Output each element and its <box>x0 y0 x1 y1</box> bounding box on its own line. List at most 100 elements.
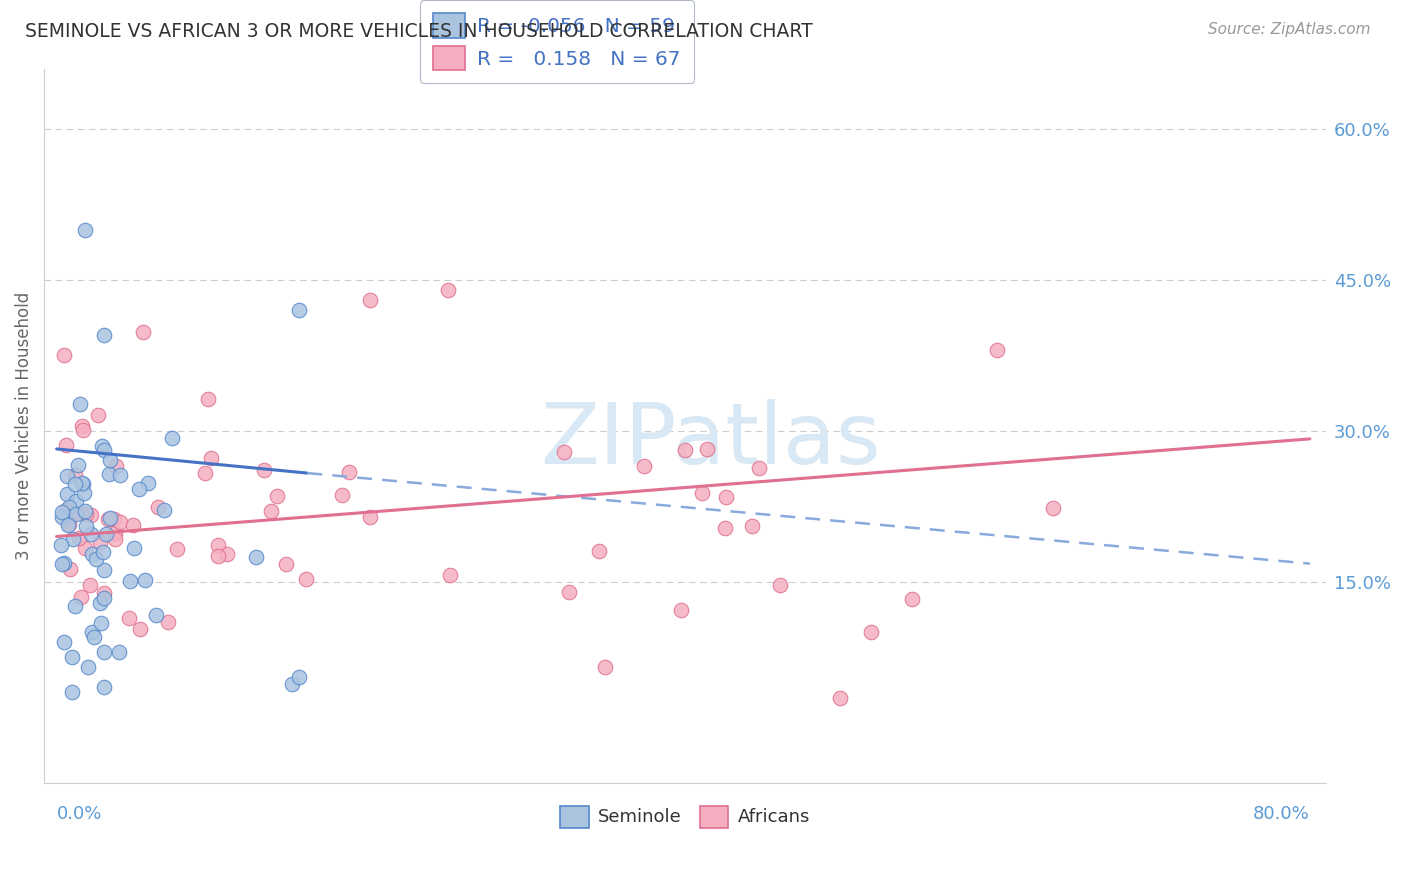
Point <box>122 518 145 533</box>
Point <box>56 517 79 532</box>
Point <box>86 409 108 423</box>
Point <box>65 599 87 613</box>
Point <box>1042 501 1064 516</box>
Point <box>153 503 176 517</box>
Point <box>288 303 311 318</box>
Point <box>55 503 77 517</box>
Point <box>288 670 311 684</box>
Point <box>70 419 93 434</box>
Point <box>73 485 96 500</box>
Point <box>690 486 713 500</box>
Point <box>134 573 156 587</box>
Point <box>75 508 97 522</box>
Point <box>128 622 150 636</box>
Point <box>160 431 183 445</box>
Point <box>51 510 73 524</box>
Point <box>105 458 128 473</box>
Point <box>53 635 76 649</box>
Point <box>110 516 132 530</box>
Point <box>52 557 75 571</box>
Point <box>260 504 283 518</box>
Point <box>72 423 94 437</box>
Point <box>53 348 76 362</box>
Point <box>118 611 141 625</box>
Point <box>553 444 575 458</box>
Point <box>91 544 114 558</box>
Point <box>67 531 90 545</box>
Point <box>65 494 87 508</box>
Point <box>84 552 107 566</box>
Point <box>80 625 103 640</box>
Point <box>166 542 188 557</box>
Point <box>55 487 77 501</box>
Point <box>90 615 112 630</box>
Point <box>58 517 80 532</box>
Point <box>77 660 100 674</box>
Point <box>633 458 655 473</box>
Point <box>901 592 924 607</box>
Point <box>673 442 696 457</box>
Point <box>588 543 610 558</box>
Point <box>741 519 763 533</box>
Point <box>359 293 381 307</box>
Point <box>93 681 115 695</box>
Point <box>93 442 115 457</box>
Point <box>245 549 267 564</box>
Y-axis label: 3 or more Vehicles in Household: 3 or more Vehicles in Household <box>15 292 32 560</box>
Point <box>96 512 118 526</box>
Point <box>439 568 461 582</box>
Point <box>98 467 121 481</box>
Text: ZIPatlas: ZIPatlas <box>540 399 880 482</box>
Point <box>67 458 90 472</box>
Point <box>73 504 96 518</box>
Point <box>51 538 73 552</box>
Point <box>768 577 790 591</box>
Point <box>72 476 94 491</box>
Point <box>200 451 222 466</box>
Point <box>60 650 83 665</box>
Point <box>828 690 851 705</box>
Point <box>70 590 93 604</box>
Point <box>59 562 82 576</box>
Point <box>986 343 1008 358</box>
Point <box>359 510 381 524</box>
Point <box>207 538 229 552</box>
Point <box>51 557 73 571</box>
Point <box>148 500 170 514</box>
Point <box>96 527 118 541</box>
Point <box>253 463 276 477</box>
Point <box>65 477 87 491</box>
Point <box>65 508 87 522</box>
Text: Source: ZipAtlas.com: Source: ZipAtlas.com <box>1208 22 1371 37</box>
Point <box>79 578 101 592</box>
Point <box>194 466 217 480</box>
Point <box>748 461 770 475</box>
Point <box>80 527 103 541</box>
Point <box>108 467 131 482</box>
Point <box>83 630 105 644</box>
Point <box>437 283 460 297</box>
Point <box>136 475 159 490</box>
Point <box>337 465 360 479</box>
Text: SEMINOLE VS AFRICAN 3 OR MORE VEHICLES IN HOUSEHOLD CORRELATION CHART: SEMINOLE VS AFRICAN 3 OR MORE VEHICLES I… <box>25 22 813 41</box>
Point <box>93 328 115 343</box>
Point <box>669 603 692 617</box>
Point <box>558 584 581 599</box>
Point <box>207 549 229 564</box>
Point <box>714 521 737 535</box>
Point <box>104 525 127 540</box>
Point <box>55 438 77 452</box>
Point <box>128 482 150 496</box>
Point <box>696 442 718 456</box>
Point <box>714 490 737 504</box>
Text: 80.0%: 80.0% <box>1253 805 1310 823</box>
Point <box>93 645 115 659</box>
Point <box>122 541 145 556</box>
Point <box>90 439 112 453</box>
Point <box>120 574 142 589</box>
Point <box>98 510 121 524</box>
Point <box>330 488 353 502</box>
Point <box>274 558 297 572</box>
Point <box>75 541 97 555</box>
Point <box>62 532 84 546</box>
